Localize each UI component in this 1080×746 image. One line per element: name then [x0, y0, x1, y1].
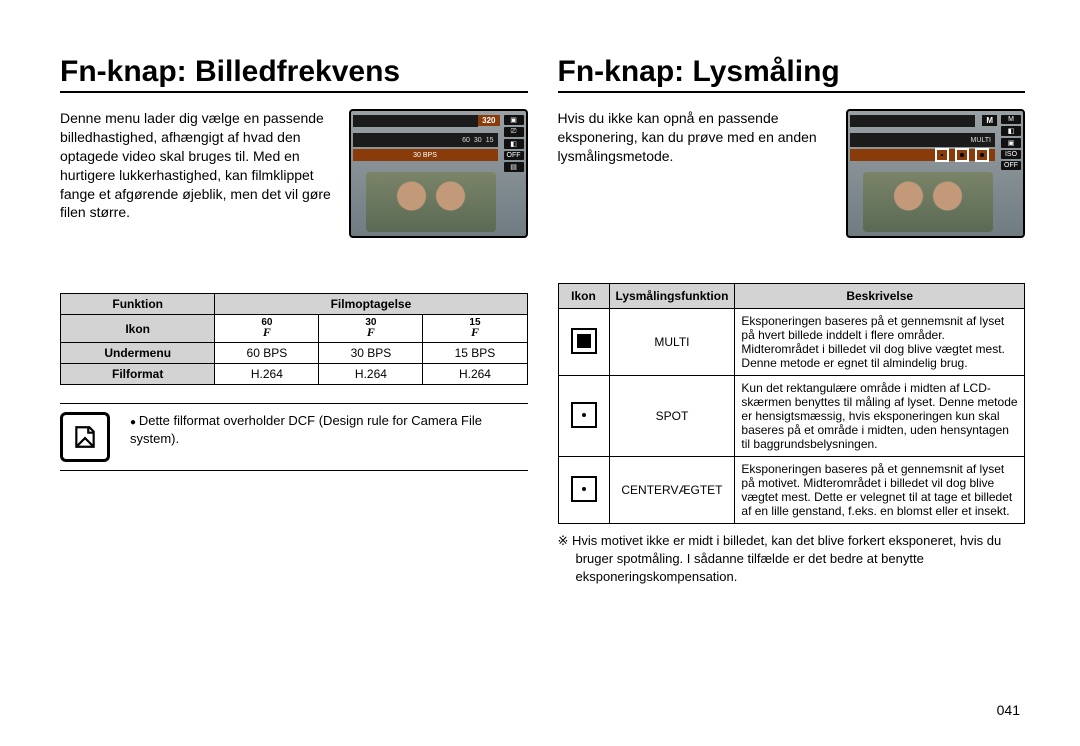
spot-icon: [571, 402, 597, 428]
right-thumbnail: M MULTI M◧▣ISOOFF: [846, 109, 1025, 238]
framerate-table: Funktion Filmoptagelse Ikon 60F 30F 15F …: [60, 293, 528, 385]
resolution-badge: 320: [478, 115, 499, 126]
multi-icon: [571, 328, 597, 354]
th-desc: Beskrivelse: [735, 284, 1025, 309]
thumb-side-icons: ▣⎚◧OFF▤: [504, 115, 524, 172]
spot-label: SPOT: [609, 376, 735, 457]
th-filmoptagelse: Filmoptagelse: [215, 294, 527, 315]
th-ikon: Ikon: [558, 284, 609, 309]
left-column: Fn-knap: Billedfrekvens Denne menu lader…: [60, 55, 528, 726]
footnote: Hvis motivet ikke er midt i billedet, ka…: [558, 532, 1026, 587]
metering-table: Ikon Lysmålingsfunktion Beskrivelse MULT…: [558, 283, 1026, 524]
th-funktion: Funktion: [61, 294, 215, 315]
mode-badge: M: [982, 115, 997, 126]
rate-icon-30: 30F: [319, 315, 423, 343]
rate-option-15: 15: [486, 137, 494, 144]
center-desc: Eksponeringen baseres på et gennemsnit a…: [735, 457, 1025, 524]
note-text: Dette filformat overholder DCF (Design r…: [120, 412, 528, 448]
multi-desc: Eksponeringen baseres på et gennemsnit a…: [735, 309, 1025, 376]
left-thumbnail: 320 60 30 15 30 BPS ▣⎚◧OFF▤: [349, 109, 528, 238]
rate-icon-15: 15F: [423, 315, 527, 343]
row-multi: MULTI Eksponeringen baseres på et gennem…: [558, 309, 1025, 376]
thumb-side-icons-right: M◧▣ISOOFF: [1001, 115, 1021, 170]
metering-label: MULTI: [971, 137, 991, 144]
cell-format-1: H.264: [215, 364, 319, 385]
row-filformat: Filformat: [61, 364, 215, 385]
right-title: Fn-knap: Lysmåling: [558, 55, 1026, 93]
cell-format-2: H.264: [319, 364, 423, 385]
center-icon: [571, 476, 597, 502]
th-fn: Lysmålingsfunktion: [609, 284, 735, 309]
cell-format-3: H.264: [423, 364, 527, 385]
note-icon: [60, 412, 110, 462]
right-column: Fn-knap: Lysmåling Hvis du ikke kan opnå…: [558, 55, 1026, 726]
cell-15bps: 15 BPS: [423, 343, 527, 364]
page-number: 041: [997, 702, 1020, 718]
row-undermenu: Undermenu: [61, 343, 215, 364]
row-center: CENTERVÆGTET Eksponeringen baseres på et…: [558, 457, 1025, 524]
multi-label: MULTI: [609, 309, 735, 376]
row-ikon: Ikon: [61, 315, 215, 343]
rate-option-60: 60: [462, 137, 470, 144]
left-intro: Denne menu lader dig vælge en passende b…: [60, 109, 339, 238]
cell-60bps: 60 BPS: [215, 343, 319, 364]
right-intro: Hvis du ikke kan opnå en passende ekspon…: [558, 109, 837, 238]
left-title: Fn-knap: Billedfrekvens: [60, 55, 528, 93]
selected-rate: 30 BPS: [413, 152, 437, 159]
row-spot: SPOT Kun det rektangulære område i midte…: [558, 376, 1025, 457]
rate-icon-60: 60F: [215, 315, 319, 343]
spot-desc: Kun det rektangulære område i midten af …: [735, 376, 1025, 457]
cell-30bps: 30 BPS: [319, 343, 423, 364]
rate-option-30: 30: [474, 137, 482, 144]
center-label: CENTERVÆGTET: [609, 457, 735, 524]
